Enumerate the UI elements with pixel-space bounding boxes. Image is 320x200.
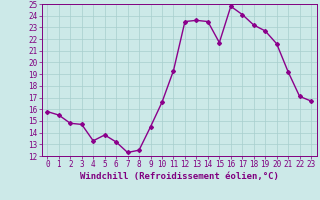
X-axis label: Windchill (Refroidissement éolien,°C): Windchill (Refroidissement éolien,°C) bbox=[80, 172, 279, 181]
